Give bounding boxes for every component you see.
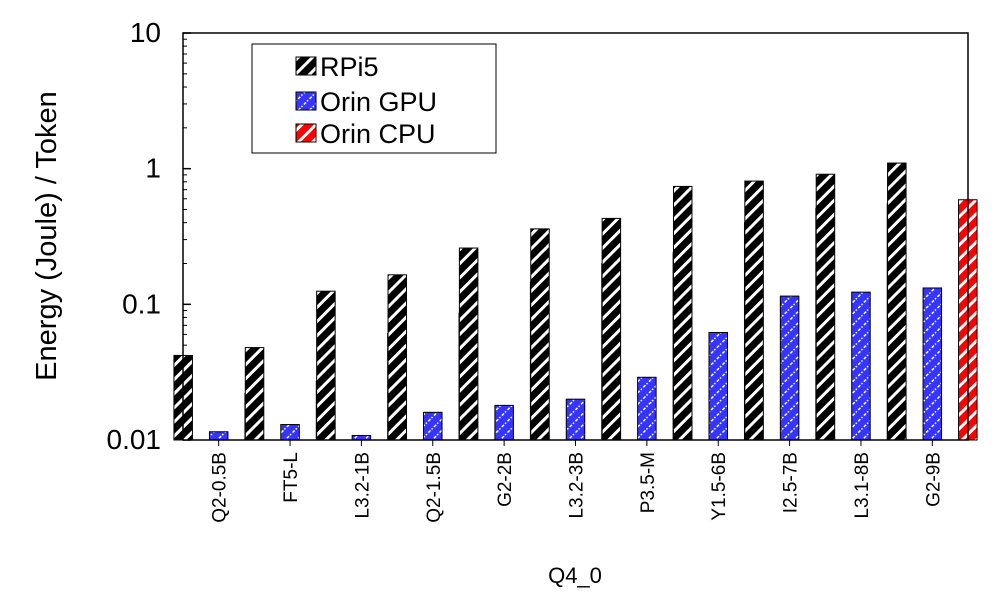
x-tick-label: P3.5-M bbox=[638, 452, 659, 513]
x-tick-label: FT5-L bbox=[281, 452, 302, 503]
y-tick-label: 0.1 bbox=[122, 288, 161, 319]
x-tick-label: G2-2B bbox=[495, 452, 516, 507]
bar-rpi5-p3.5-m bbox=[601, 217, 622, 441]
y-axis-ticks: 0.01 0.1 1 10 bbox=[107, 17, 191, 455]
x-tick-label: Q2-0.5B bbox=[210, 452, 231, 523]
x-axis-tick-labels: Q2-0.5B FT5-L L3.2-1B Q2-1.5B G2-2B L3.2-3B P3… bbox=[210, 440, 944, 523]
y-axis-label: Energy (Joule) / Token bbox=[31, 91, 63, 381]
legend-label: RPi5 bbox=[320, 52, 379, 82]
bar-orin-gpu-q2-0.5b bbox=[208, 431, 229, 441]
x-tick-label: Q2-1.5B bbox=[424, 452, 445, 523]
bar-orin-gpu-g2-2b bbox=[494, 404, 514, 441]
bar-rpi5-g2-2b bbox=[458, 247, 479, 441]
x-axis-label: Q4_0 bbox=[548, 563, 602, 588]
x-tick-label: L3.2-1B bbox=[352, 452, 373, 519]
bar-rpi5-l3.1-8b bbox=[815, 173, 836, 441]
y-tick-label: 0.01 bbox=[107, 424, 162, 455]
x-tick-label: Y1.5-6B bbox=[709, 452, 730, 521]
bar-orin-gpu-p3.5-m bbox=[637, 376, 657, 441]
x-tick-label: G2-9B bbox=[923, 452, 944, 507]
bar-rpi5-i2.5-7b bbox=[744, 180, 764, 441]
bar-orin-gpu-y1.5-6b bbox=[708, 331, 728, 441]
legend-box bbox=[251, 43, 497, 154]
bar-rpi5-y1.5-6b bbox=[672, 185, 693, 441]
x-tick-label: L3.2-3B bbox=[567, 452, 588, 519]
x-tick-label: I2.5-7B bbox=[781, 452, 802, 513]
bar-orin-gpu-q2-1.5b bbox=[423, 411, 443, 441]
bar-orin-gpu-i2.5-7b bbox=[779, 295, 800, 441]
bar-rpi5-ft5-l bbox=[244, 347, 265, 441]
x-tick-label: L3.1-8B bbox=[852, 452, 873, 519]
legend-label: Orin GPU bbox=[320, 87, 437, 117]
bar-orin-gpu-g2-9b bbox=[922, 287, 943, 441]
legend-swatch-rpi5 bbox=[295, 56, 317, 76]
bar-rpi5-l3.2-3b bbox=[530, 228, 550, 441]
legend-swatch-orin-gpu bbox=[295, 91, 317, 111]
bar-rpi5-l3.2-1b bbox=[316, 290, 336, 441]
bars-group bbox=[173, 162, 978, 441]
bar-orin-gpu-l3.1-8b bbox=[851, 291, 871, 441]
legend-label: Orin CPU bbox=[320, 119, 436, 149]
bar-rpi5-q2-1.5b bbox=[387, 274, 408, 441]
y-tick-label: 1 bbox=[145, 153, 161, 184]
y-tick-label: 10 bbox=[130, 17, 161, 48]
bar-orin-gpu-l3.2-3b bbox=[565, 398, 586, 441]
bar-rpi5-g2-9b bbox=[887, 162, 907, 441]
legend-swatch-orin-cpu bbox=[295, 123, 317, 143]
bar-orin-gpu-ft5-l bbox=[280, 424, 300, 441]
